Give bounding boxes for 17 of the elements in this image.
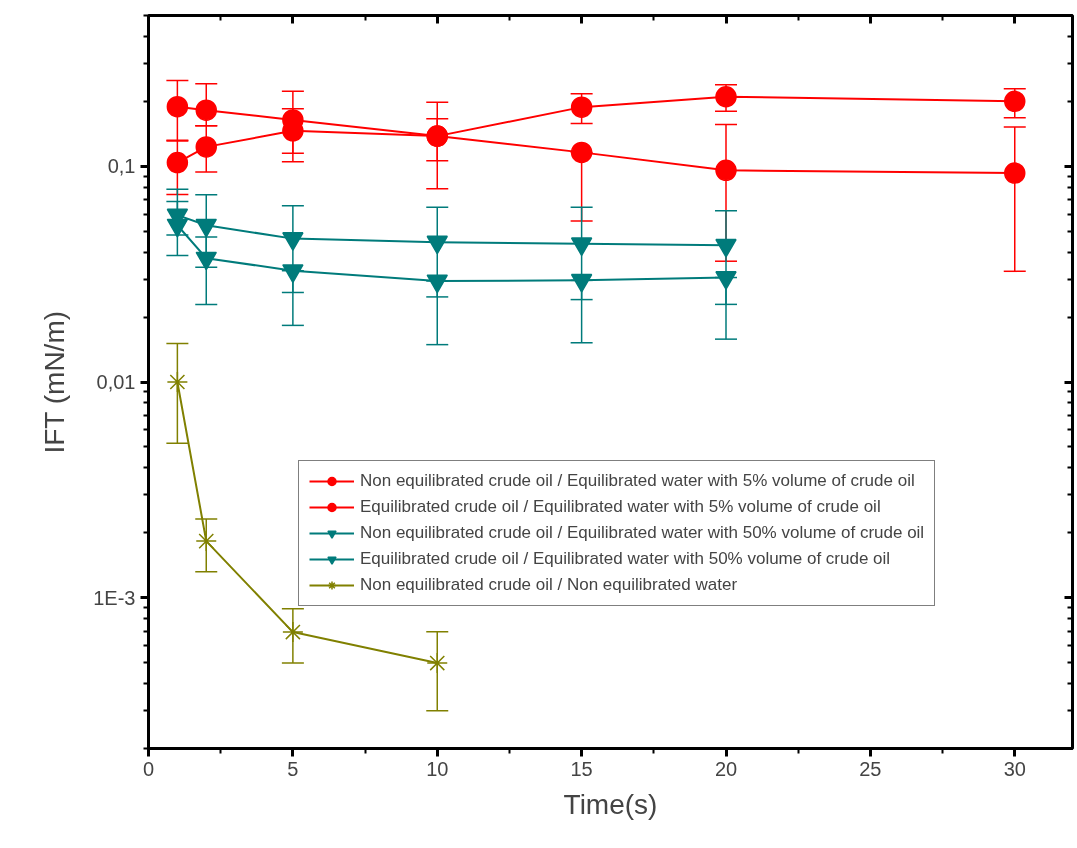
x-tick-label: 20 bbox=[714, 757, 738, 780]
legend-label: Non equilibrated crude oil / Equilibrated water with 5% volume of crude oil bbox=[360, 471, 915, 491]
x-tick-label: 0 bbox=[142, 757, 155, 780]
legend-label: Non equilibrated crude oil / Non equilibrated water bbox=[360, 575, 738, 595]
y-axis-title: IFT (mN/m) bbox=[39, 310, 71, 454]
legend-label: Non equilibrated crude oil / Equilibrated water with 50% volume of crude oil bbox=[360, 523, 925, 543]
x-tick-label: 30 bbox=[1003, 757, 1026, 780]
y-tick-label: 0,01 bbox=[96, 371, 136, 393]
x-tick-label: 25 bbox=[859, 757, 882, 780]
y-tick-label: 1E-3 bbox=[93, 586, 136, 609]
y-tick-label: 0,1 bbox=[107, 155, 136, 178]
legend-label: Equilibrated crude oil / Equilibrated water with 5% volume of crude oil bbox=[360, 497, 881, 517]
x-tick-label: 15 bbox=[570, 757, 593, 780]
x-tick-label: 10 bbox=[426, 757, 449, 780]
x-tick-label: 5 bbox=[287, 757, 299, 780]
legend-label: Equilibrated crude oil / Equilibrated water with 50% volume of crude oil bbox=[360, 549, 891, 569]
x-axis-title: Time(s) bbox=[563, 788, 658, 820]
